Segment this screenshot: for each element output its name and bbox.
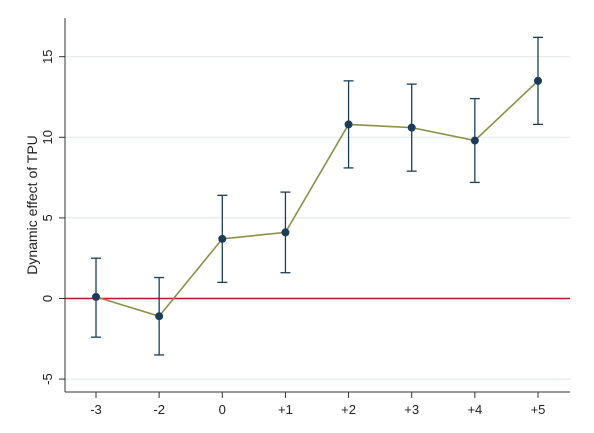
x-tick-label: +2 <box>341 402 356 417</box>
x-tick-label: +5 <box>531 402 546 417</box>
gridlines <box>65 56 570 380</box>
confidence-intervals <box>91 36 543 356</box>
data-point <box>534 76 542 85</box>
y-tick-label: 10 <box>40 130 55 144</box>
y-tick-label: 0 <box>40 295 55 302</box>
x-tick-label: -3 <box>90 402 102 417</box>
x-tick-label: 0 <box>219 402 226 417</box>
series-line <box>95 80 539 318</box>
data-point <box>470 136 479 145</box>
data-point <box>344 120 353 129</box>
x-tick-label: +3 <box>404 402 419 417</box>
data-point <box>218 234 227 243</box>
x-tick-label: -2 <box>153 402 165 417</box>
data-point <box>407 123 416 132</box>
y-tick-label: -5 <box>40 373 55 385</box>
data-points <box>92 76 542 321</box>
y-axis: -5 0 5 10 15 <box>40 18 66 392</box>
y-axis-label: Dynamic effect of TPU <box>24 135 40 275</box>
x-axis: -3 -2 0 +1 +2 +3 +4 +5 <box>65 391 570 417</box>
y-tick-label: 5 <box>40 214 55 221</box>
data-point <box>92 292 100 301</box>
x-tick-label: +1 <box>278 402 293 417</box>
y-tick-label: 15 <box>40 49 55 63</box>
data-point <box>281 228 290 237</box>
x-tick-label: +4 <box>467 402 482 417</box>
data-point <box>155 312 164 321</box>
